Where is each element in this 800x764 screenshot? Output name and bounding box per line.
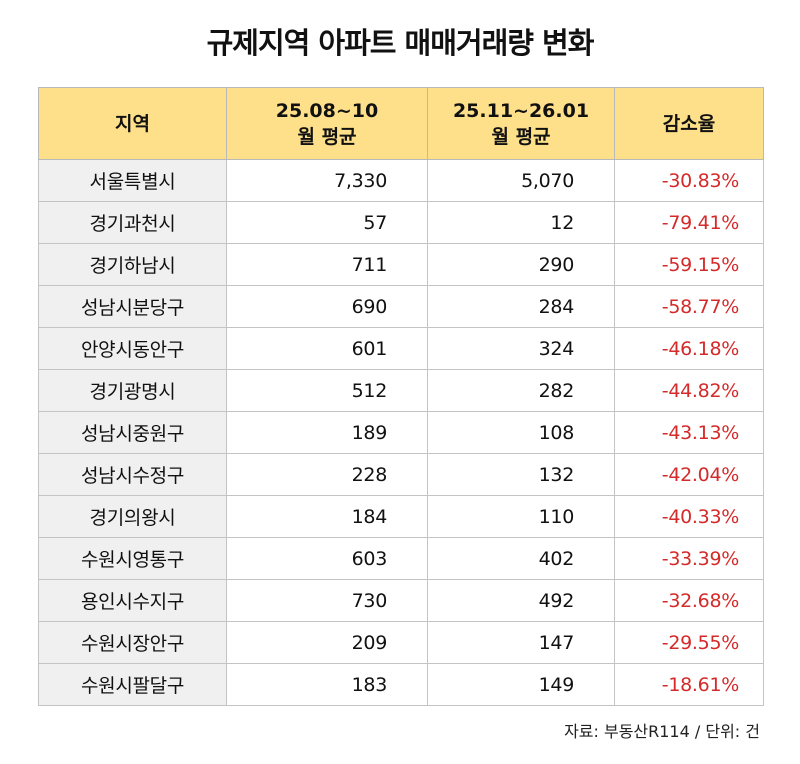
decrease-rate-cell: -79.41% <box>614 201 764 244</box>
before-value-cell: 690 <box>226 285 428 328</box>
header-before-line2: 월 평균 <box>297 125 357 148</box>
table-row: 성남시수정구 228 132 -42.04% <box>38 453 764 496</box>
decrease-rate-cell: -33.39% <box>614 537 764 580</box>
table-row: 수원시장안구 209 147 -29.55% <box>38 621 764 664</box>
before-value-cell: 730 <box>226 579 428 622</box>
decrease-rate-cell: -32.68% <box>614 579 764 622</box>
after-value-cell: 12 <box>427 201 615 244</box>
header-decrease-label: 감소율 <box>662 112 716 135</box>
decrease-rate-cell: -40.33% <box>614 495 764 538</box>
before-value-cell: 512 <box>226 369 428 412</box>
region-cell: 안양시동안구 <box>38 327 227 370</box>
header-after-line1: 25.11~26.01 <box>452 99 590 122</box>
after-value-cell: 147 <box>427 621 615 664</box>
table-row: 서울특별시 7,330 5,070 -30.83% <box>38 159 764 202</box>
region-cell: 용인시수지구 <box>38 579 227 622</box>
before-value-cell: 228 <box>226 453 428 496</box>
table-row: 안양시동안구 601 324 -46.18% <box>38 327 764 370</box>
table-row: 성남시중원구 189 108 -43.13% <box>38 411 764 454</box>
header-region: 지역 <box>38 87 227 160</box>
header-after-period: 25.11~26.01 월 평균 <box>427 87 615 160</box>
region-cell: 수원시장안구 <box>38 621 227 664</box>
decrease-rate-cell: -58.77% <box>614 285 764 328</box>
after-value-cell: 110 <box>427 495 615 538</box>
source-note: 자료: 부동산R114 / 단위: 건 <box>564 722 760 741</box>
region-cell: 경기하남시 <box>38 243 227 286</box>
after-value-cell: 284 <box>427 285 615 328</box>
region-cell: 서울특별시 <box>38 159 227 202</box>
decrease-rate-cell: -46.18% <box>614 327 764 370</box>
after-value-cell: 492 <box>427 579 615 622</box>
before-value-cell: 189 <box>226 411 428 454</box>
before-value-cell: 57 <box>226 201 428 244</box>
decrease-rate-cell: -29.55% <box>614 621 764 664</box>
after-value-cell: 108 <box>427 411 615 454</box>
decrease-rate-cell: -44.82% <box>614 369 764 412</box>
region-cell: 성남시중원구 <box>38 411 227 454</box>
before-value-cell: 711 <box>226 243 428 286</box>
data-table: 지역 25.08~10 월 평균 25.11~26.01 월 평균 감소율 서울… <box>38 87 764 706</box>
decrease-rate-cell: -30.83% <box>614 159 764 202</box>
before-value-cell: 183 <box>226 663 428 706</box>
region-cell: 수원시팔달구 <box>38 663 227 706</box>
after-value-cell: 5,070 <box>427 159 615 202</box>
decrease-rate-cell: -18.61% <box>614 663 764 706</box>
decrease-rate-cell: -43.13% <box>614 411 764 454</box>
header-before-period: 25.08~10 월 평균 <box>226 87 428 160</box>
after-value-cell: 402 <box>427 537 615 580</box>
table-row: 수원시팔달구 183 149 -18.61% <box>38 663 764 706</box>
region-cell: 경기의왕시 <box>38 495 227 538</box>
header-after-line2: 월 평균 <box>491 125 551 148</box>
table-row: 성남시분당구 690 284 -58.77% <box>38 285 764 328</box>
region-cell: 경기광명시 <box>38 369 227 412</box>
region-cell: 성남시분당구 <box>38 285 227 328</box>
table-row: 경기광명시 512 282 -44.82% <box>38 369 764 412</box>
header-row: 지역 25.08~10 월 평균 25.11~26.01 월 평균 감소율 <box>38 87 764 160</box>
after-value-cell: 149 <box>427 663 615 706</box>
region-cell: 성남시수정구 <box>38 453 227 496</box>
header-region-label: 지역 <box>115 112 150 135</box>
table-row: 경기의왕시 184 110 -40.33% <box>38 495 764 538</box>
before-value-cell: 601 <box>226 327 428 370</box>
decrease-rate-cell: -59.15% <box>614 243 764 286</box>
table-row: 용인시수지구 730 492 -32.68% <box>38 579 764 622</box>
table-row: 경기과천시 57 12 -79.41% <box>38 201 764 244</box>
after-value-cell: 290 <box>427 243 615 286</box>
before-value-cell: 209 <box>226 621 428 664</box>
decrease-rate-cell: -42.04% <box>614 453 764 496</box>
region-cell: 경기과천시 <box>38 201 227 244</box>
region-cell: 수원시영통구 <box>38 537 227 580</box>
after-value-cell: 324 <box>427 327 615 370</box>
after-value-cell: 282 <box>427 369 615 412</box>
after-value-cell: 132 <box>427 453 615 496</box>
before-value-cell: 603 <box>226 537 428 580</box>
chart-title: 규제지역 아파트 매매거래량 변화 <box>206 26 595 60</box>
table-row: 경기하남시 711 290 -59.15% <box>38 243 764 286</box>
header-decrease-rate: 감소율 <box>614 87 764 160</box>
before-value-cell: 184 <box>226 495 428 538</box>
before-value-cell: 7,330 <box>226 159 428 202</box>
header-before-line1: 25.08~10 <box>275 99 379 122</box>
table-row: 수원시영통구 603 402 -33.39% <box>38 537 764 580</box>
table-body: 서울특별시 7,330 5,070 -30.83% 경기과천시 57 12 -79.41% 경기… <box>38 159 764 706</box>
